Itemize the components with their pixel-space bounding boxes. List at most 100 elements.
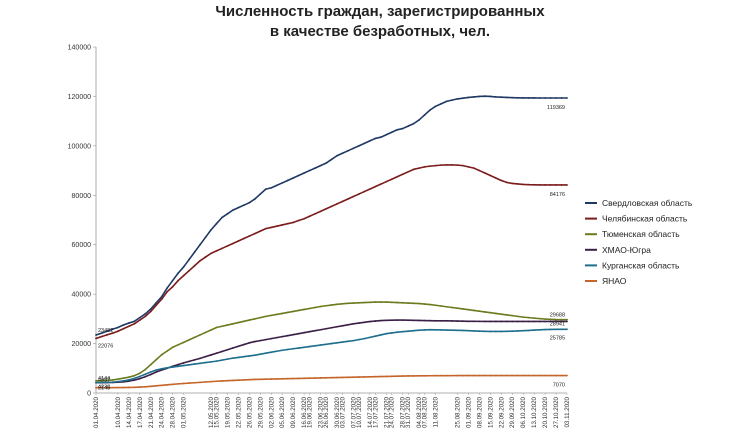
y-tick-label: 120000 [68, 94, 91, 101]
data-point [133, 374, 136, 377]
data-point [401, 375, 404, 377]
data-point [314, 329, 316, 332]
data-point [144, 315, 147, 318]
data-point [138, 316, 141, 319]
data-point [226, 358, 229, 361]
data-point [341, 200, 344, 203]
data-point [401, 127, 404, 130]
data-point [160, 353, 163, 356]
data-point [270, 226, 273, 229]
data-point [489, 374, 492, 377]
data-point [429, 109, 431, 111]
end-value-label: 25785 [550, 335, 565, 341]
data-point [242, 343, 245, 346]
data-point [166, 383, 169, 386]
data-point [270, 378, 273, 380]
data-point [171, 383, 174, 386]
end-value-label: 28941 [550, 321, 565, 327]
data-point [423, 114, 426, 116]
data-point [182, 364, 185, 367]
data-point [144, 368, 147, 371]
data-point [407, 170, 410, 173]
data-point [155, 304, 158, 307]
data-point [264, 352, 267, 355]
x-tick-label: 26.06.2020 [323, 396, 330, 428]
data-point [418, 119, 421, 121]
chart-legend: Свердловская область Челябинская область Т… [585, 198, 693, 286]
data-point [390, 319, 393, 322]
x-tick-label: 19.05.2020 [224, 396, 231, 428]
data-point [330, 205, 333, 208]
data-point [445, 305, 448, 308]
data-point [242, 355, 245, 358]
y-tick-label: 20000 [72, 341, 92, 348]
data-point [237, 206, 240, 209]
data-point [390, 131, 393, 134]
data-point [127, 325, 130, 328]
data-point [385, 301, 388, 303]
data-point [155, 358, 158, 361]
data-point [100, 335, 103, 338]
data-point [232, 379, 234, 382]
data-point [445, 100, 448, 103]
data-point [368, 188, 371, 191]
data-point [259, 353, 262, 356]
data-point [237, 321, 240, 324]
data-point [445, 374, 448, 377]
data-point [500, 96, 503, 99]
data-point [281, 377, 284, 380]
y-tick-label: 60000 [72, 242, 92, 249]
data-point [155, 371, 158, 373]
data-point [160, 384, 163, 387]
data-point [401, 319, 404, 321]
data-point [204, 331, 207, 334]
data-point [462, 329, 464, 332]
data-point [253, 340, 256, 343]
data-point [368, 320, 371, 323]
start-value-label: 23482 [98, 328, 113, 334]
data-point [500, 330, 503, 333]
data-point [106, 386, 108, 389]
data-point [516, 330, 519, 332]
x-tick-label: 08.09.2020 [476, 396, 483, 428]
data-point [549, 318, 552, 321]
data-point [357, 301, 360, 304]
data-point [494, 177, 497, 179]
data-point [549, 320, 552, 323]
data-point [533, 317, 536, 320]
data-point [352, 195, 355, 198]
y-tick-label: 80000 [72, 193, 92, 200]
data-point [330, 376, 333, 379]
data-point [117, 378, 119, 381]
start-value-label: 4957 [98, 378, 110, 384]
data-point [308, 307, 311, 310]
data-point [418, 319, 421, 322]
data-point [385, 375, 388, 378]
data-point [336, 325, 338, 328]
data-point [336, 341, 338, 344]
x-tick-label: 22.05.2020 [235, 396, 242, 428]
data-point [478, 330, 481, 333]
data-point [451, 99, 453, 102]
data-point [330, 326, 333, 329]
data-point [494, 330, 497, 333]
data-point [407, 302, 410, 304]
data-point [357, 338, 360, 341]
data-point [166, 287, 169, 289]
data-point [385, 133, 388, 136]
data-point [303, 377, 306, 380]
legend-entry: Челябинская область [602, 214, 688, 224]
data-point [215, 352, 218, 355]
data-point [483, 95, 486, 98]
data-point [127, 386, 130, 389]
data-point [473, 96, 475, 98]
data-point [478, 169, 481, 172]
data-point [347, 149, 349, 152]
data-point [221, 379, 223, 382]
data-point [396, 319, 399, 321]
data-point [325, 327, 327, 330]
data-point [259, 230, 262, 233]
data-point [549, 97, 552, 99]
data-point [483, 374, 486, 377]
